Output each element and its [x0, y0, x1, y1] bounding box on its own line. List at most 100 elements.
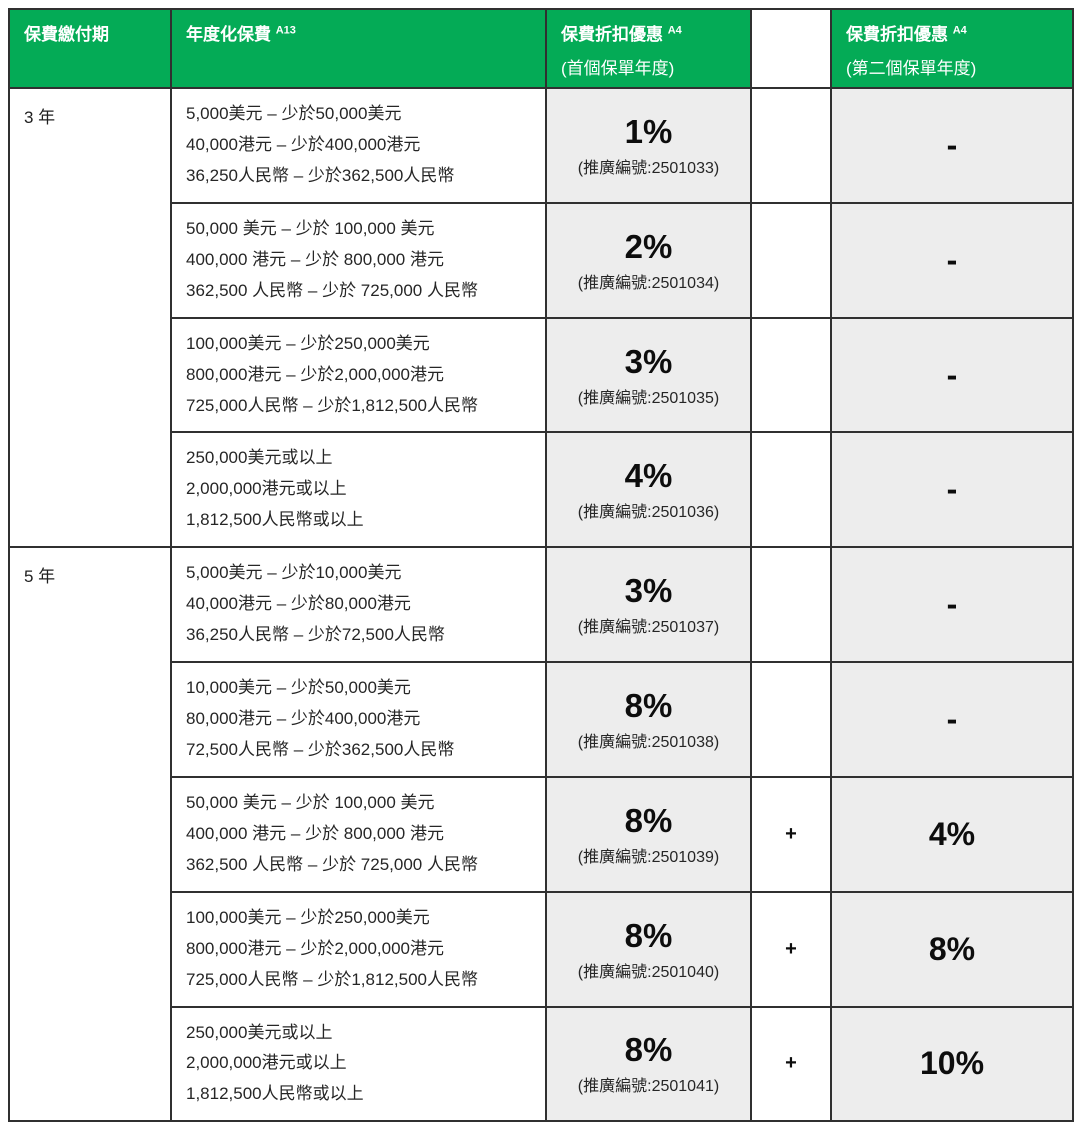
discount-first-year-cell: 4% (推廣編號:2501036) [545, 431, 752, 549]
promo-code-label: (推廣編號:2501036) [577, 504, 720, 522]
discount-percentage: 1% [624, 112, 673, 150]
plus-cell [750, 431, 832, 549]
discount-second-year-cell: - [830, 661, 1074, 778]
discount-second-year-cell: - [830, 87, 1074, 204]
premium-range-cell: 10,000美元 – 少於50,000美元 80,000港元 – 少於400,0… [170, 661, 547, 778]
header-discount-first-year-subtitle: (首個保單年度) [561, 59, 675, 78]
promo-code-label: (推廣編號:2501040) [577, 963, 720, 981]
premium-line-hkd: 2,000,000港元或以上 [186, 1053, 347, 1073]
premium-line-hkd: 40,000港元 – 少於400,000港元 [186, 134, 421, 154]
discount-second-year-cell: - [830, 316, 1074, 434]
promo-code-label: (推廣編號:2501035) [577, 389, 720, 407]
header-annualized-premium: 年度化保費 A13 [170, 8, 547, 89]
table-row: 5 年 5,000美元 – 少於10,000美元 40,000港元 – 少於80… [8, 546, 1074, 1122]
header-discount-second-year-subtitle: (第二個保單年度) [846, 59, 977, 78]
discount-percentage: 8% [624, 1031, 673, 1069]
promo-code-label: (推廣編號:2501038) [577, 733, 720, 751]
discount-percentage: 8% [624, 687, 673, 724]
period-cell-5yr: 5 年 [8, 546, 172, 1122]
footnote-ref-a4-first: A4 [667, 24, 682, 37]
premium-line-rmb: 72,500人民幣 – 少於362,500人民幣 [186, 739, 455, 759]
premium-range-cell: 50,000 美元 – 少於 100,000 美元 400,000 港元 – 少… [170, 201, 547, 319]
footnote-ref-a4-second: A4 [952, 24, 967, 37]
discount-first-year-cell: 1% (推廣編號:2501033) [545, 87, 752, 204]
discount-second-year-cell: - [830, 201, 1074, 319]
premium-line-hkd: 800,000港元 – 少於2,000,000港元 [186, 364, 444, 384]
premium-line-rmb: 725,000人民幣 – 少於1,812,500人民幣 [186, 395, 478, 415]
premium-line-usd: 50,000 美元 – 少於 100,000 美元 [186, 218, 435, 238]
discount-second-year-cell: 4% [830, 775, 1074, 893]
premium-line-hkd: 400,000 港元 – 少於 800,000 港元 [186, 823, 444, 843]
discount-percentage: 4% [624, 457, 673, 495]
discount-second-year-cell: 10% [830, 1005, 1074, 1122]
header-gap-column [750, 8, 832, 89]
premium-line-rmb: 36,250人民幣 – 少於362,500人民幣 [186, 165, 455, 185]
plus-cell [750, 661, 832, 778]
premium-line-usd: 250,000美元或以上 [186, 1022, 333, 1042]
premium-line-usd: 5,000美元 – 少於10,000美元 [186, 563, 402, 583]
premium-line-usd: 250,000美元或以上 [186, 448, 333, 468]
discount-first-year-cell: 3% (推廣編號:2501037) [545, 546, 752, 664]
premium-discount-table: 保費繳付期 年度化保費 A13 保費折扣優惠 A4 (首個保單年度) 保費折扣優… [8, 8, 1074, 1122]
header-discount-second-year: 保費折扣優惠 A4 (第二個保單年度) [830, 8, 1074, 89]
plus-cell: + [750, 890, 832, 1008]
discount-first-year-cell: 8% (推廣編號:2501039) [545, 775, 752, 893]
discount-first-year-cell: 3% (推廣編號:2501035) [545, 316, 752, 434]
discount-first-year-cell: 8% (推廣編號:2501041) [545, 1005, 752, 1122]
discount-percentage: 2% [624, 227, 673, 265]
header-discount-first-year: 保費折扣優惠 A4 (首個保單年度) [545, 8, 752, 89]
table-row: 250,000美元或以上 2,000,000港元或以上 1,812,500人民幣… [9, 431, 1074, 549]
premium-range-cell: 250,000美元或以上 2,000,000港元或以上 1,812,500人民幣… [170, 1005, 547, 1122]
premium-line-rmb: 362,500 人民幣 – 少於 725,000 人民幣 [186, 280, 478, 300]
premium-line-rmb: 1,812,500人民幣或以上 [186, 510, 364, 530]
promo-code-label: (推廣編號:2501033) [577, 159, 720, 177]
plus-cell [750, 87, 832, 204]
premium-range-cell: 250,000美元或以上 2,000,000港元或以上 1,812,500人民幣… [170, 431, 547, 549]
premium-line-usd: 100,000美元 – 少於250,000美元 [186, 907, 430, 927]
period-cell-3yr: 3 年 [8, 86, 172, 549]
promo-code-label: (推廣編號:2501041) [577, 1078, 720, 1096]
footnote-ref-a13: A13 [275, 24, 296, 37]
premium-range-cell: 100,000美元 – 少於250,000美元 800,000港元 – 少於2,… [170, 316, 547, 434]
discount-percentage: 3% [624, 572, 673, 610]
premium-line-usd: 100,000美元 – 少於250,000美元 [186, 333, 430, 353]
table-row: 10,000美元 – 少於50,000美元 80,000港元 – 少於400,0… [9, 661, 1074, 778]
discount-percentage: 3% [624, 342, 673, 380]
discount-first-year-cell: 8% (推廣編號:2501040) [545, 890, 752, 1008]
discount-first-year-cell: 8% (推廣編號:2501038) [545, 661, 752, 778]
header-discount-first-year-label: 保費折扣優惠 [561, 25, 663, 44]
table-row: 100,000美元 – 少於250,000美元 800,000港元 – 少於2,… [9, 890, 1074, 1008]
plus-cell: + [750, 1005, 832, 1122]
plus-cell [750, 546, 832, 664]
premium-line-hkd: 800,000港元 – 少於2,000,000港元 [186, 938, 444, 958]
premium-range-cell: 50,000 美元 – 少於 100,000 美元 400,000 港元 – 少… [170, 775, 547, 893]
premium-line-hkd: 40,000港元 – 少於80,000港元 [186, 594, 411, 614]
header-discount-second-year-label: 保費折扣優惠 [846, 25, 948, 44]
premium-line-usd: 10,000美元 – 少於50,000美元 [186, 678, 411, 698]
table-row: 50,000 美元 – 少於 100,000 美元 400,000 港元 – 少… [9, 201, 1074, 319]
table-row: 50,000 美元 – 少於 100,000 美元 400,000 港元 – 少… [9, 775, 1074, 893]
premium-range-cell: 100,000美元 – 少於250,000美元 800,000港元 – 少於2,… [170, 890, 547, 1008]
discount-second-year-cell: 8% [830, 890, 1074, 1008]
promo-code-label: (推廣編號:2501039) [577, 848, 720, 866]
promo-code-label: (推廣編號:2501034) [577, 274, 720, 292]
header-row: 保費繳付期 年度化保費 A13 保費折扣優惠 A4 (首個保單年度) 保費折扣優… [8, 8, 1074, 89]
header-payment-period-label: 保費繳付期 [24, 25, 109, 44]
premium-line-hkd: 80,000港元 – 少於400,000港元 [186, 709, 421, 728]
discount-second-year-cell: - [830, 431, 1074, 549]
premium-line-rmb: 36,250人民幣 – 少於72,500人民幣 [186, 625, 445, 645]
header-payment-period: 保費繳付期 [8, 8, 172, 89]
page: 保費繳付期 年度化保費 A13 保費折扣優惠 A4 (首個保單年度) 保費折扣優… [8, 8, 1074, 1122]
table-row: 3 年 5,000美元 – 少於50,000美元 40,000港元 – 少於40… [8, 86, 1074, 549]
premium-line-hkd: 400,000 港元 – 少於 800,000 港元 [186, 249, 444, 269]
discount-percentage: 8% [624, 916, 673, 954]
plus-cell [750, 201, 832, 319]
premium-line-usd: 5,000美元 – 少於50,000美元 [186, 104, 402, 123]
premium-range-cell: 5,000美元 – 少於10,000美元 40,000港元 – 少於80,000… [170, 546, 547, 664]
premium-line-rmb: 725,000人民幣 – 少於1,812,500人民幣 [186, 969, 478, 989]
header-annualized-premium-label: 年度化保費 [186, 25, 271, 44]
plus-cell: + [750, 775, 832, 893]
discount-percentage: 8% [624, 801, 673, 839]
premium-range-cell: 5,000美元 – 少於50,000美元 40,000港元 – 少於400,00… [170, 87, 547, 204]
premium-line-hkd: 2,000,000港元或以上 [186, 479, 347, 499]
